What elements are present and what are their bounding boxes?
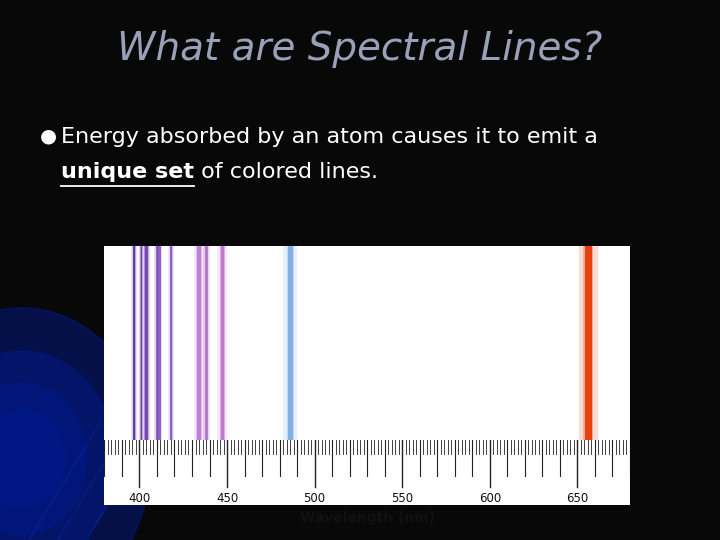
Text: ●: ●	[40, 127, 57, 146]
Text: of colored lines.: of colored lines.	[194, 162, 378, 182]
Text: 500: 500	[304, 492, 325, 505]
Text: 600: 600	[479, 492, 501, 505]
Text: What are Spectral Lines?: What are Spectral Lines?	[117, 30, 603, 68]
Bar	[104, 246, 630, 505]
Ellipse shape	[0, 410, 65, 508]
Text: 650: 650	[567, 492, 588, 505]
Text: 550: 550	[391, 492, 413, 505]
Text: unique set: unique set	[61, 162, 194, 182]
Text: Wavelength (nm): Wavelength (nm)	[300, 511, 435, 525]
Ellipse shape	[0, 383, 86, 535]
Ellipse shape	[0, 351, 115, 540]
Ellipse shape	[0, 308, 151, 540]
Text: 400: 400	[128, 492, 150, 505]
Text: Energy absorbed by an atom causes it to emit a: Energy absorbed by an atom causes it to …	[61, 127, 598, 147]
Text: 450: 450	[216, 492, 238, 505]
